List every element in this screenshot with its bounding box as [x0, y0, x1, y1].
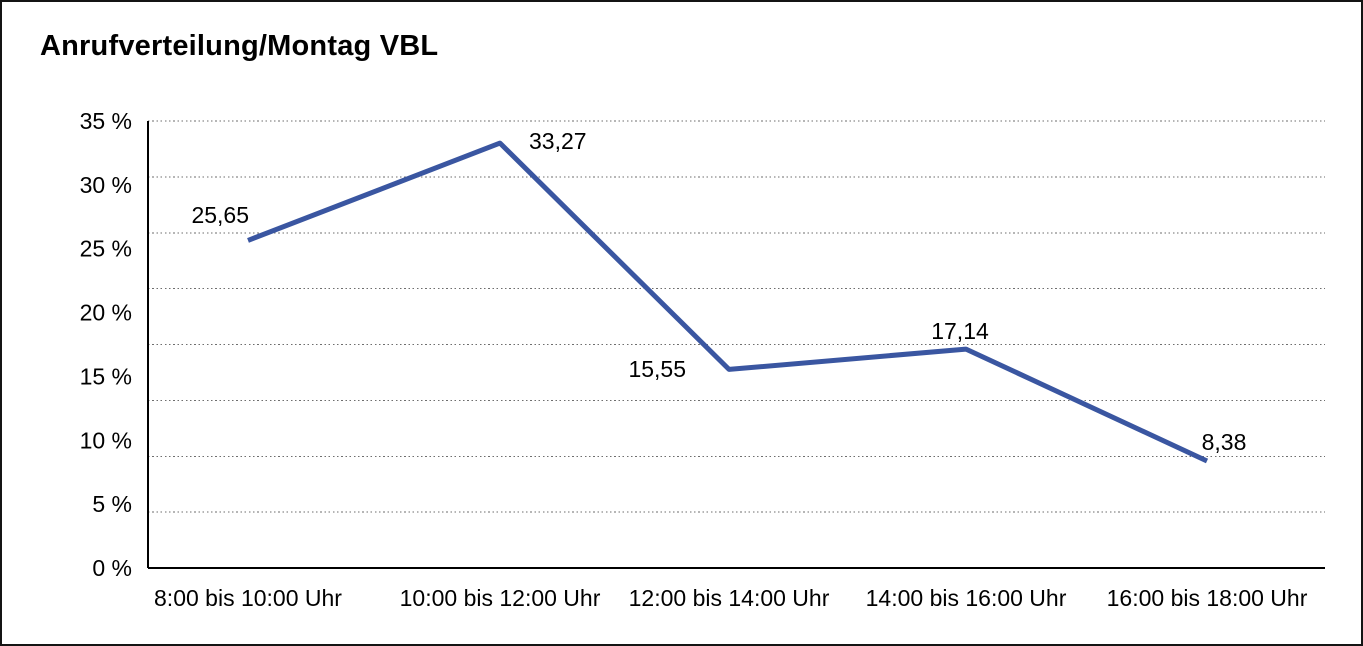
data-point-label: 15,55 [628, 356, 686, 382]
data-point-label: 8,38 [1202, 429, 1247, 455]
x-axis-category-label: 16:00 bis 18:00 Uhr [1107, 585, 1308, 611]
chart-title: Anrufverteilung/Montag VBL [40, 30, 439, 62]
y-axis-tick-label: 35 % [80, 108, 132, 134]
y-axis-tick-label: 25 % [80, 236, 132, 262]
y-axis-tick-label: 5 % [92, 491, 132, 517]
x-axis-category-label: 8:00 bis 10:00 Uhr [154, 585, 342, 611]
y-axis-tick-label: 0 % [92, 555, 132, 581]
y-axis-tick-label: 30 % [80, 172, 132, 198]
data-point-label: 25,65 [191, 202, 249, 228]
data-point-label: 17,14 [931, 318, 989, 344]
y-axis-tick-label: 15 % [80, 363, 132, 389]
y-axis-tick-label: 20 % [80, 300, 132, 326]
x-axis-category-label: 10:00 bis 12:00 Uhr [400, 585, 601, 611]
y-axis-tick-label: 10 % [80, 427, 132, 453]
data-series-line [247, 140, 1209, 464]
x-axis-category-label: 14:00 bis 16:00 Uhr [866, 585, 1067, 611]
x-axis-category-label: 12:00 bis 14:00 Uhr [629, 585, 830, 611]
data-point-label: 33,27 [529, 128, 587, 154]
